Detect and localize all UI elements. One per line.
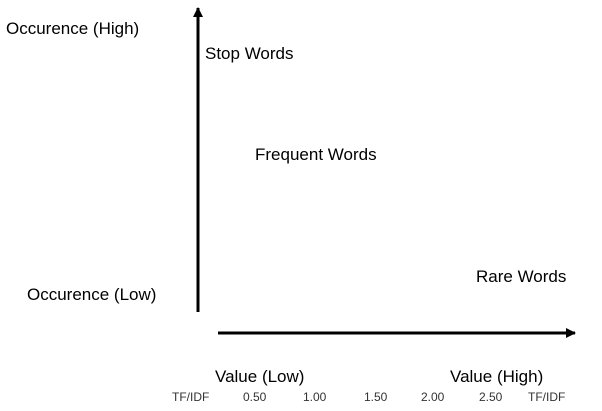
tfidf-tick-label: 2.00 <box>421 390 445 404</box>
rare-words-label: Rare Words <box>476 267 567 286</box>
tfidf-scale-start-label: TF/IDF <box>172 390 210 404</box>
tfidf-tick-label: 1.00 <box>303 390 327 404</box>
x-axis-low-label: Value (Low) <box>215 367 305 386</box>
frequent-words-label: Frequent Words <box>255 145 377 164</box>
stop-words-label: Stop Words <box>205 44 294 63</box>
tfidf-tick-label: 2.50 <box>479 390 503 404</box>
tfidf-tick-label: 0.50 <box>243 390 267 404</box>
tfidf-scale-end-label: TF/IDF <box>528 390 566 404</box>
y-axis-high-label: Occurence (High) <box>6 19 140 38</box>
x-axis-high-label: Value (High) <box>450 367 544 386</box>
y-axis-low-label: Occurence (Low) <box>27 285 157 304</box>
tfidf-tick-label: 1.50 <box>364 390 388 404</box>
